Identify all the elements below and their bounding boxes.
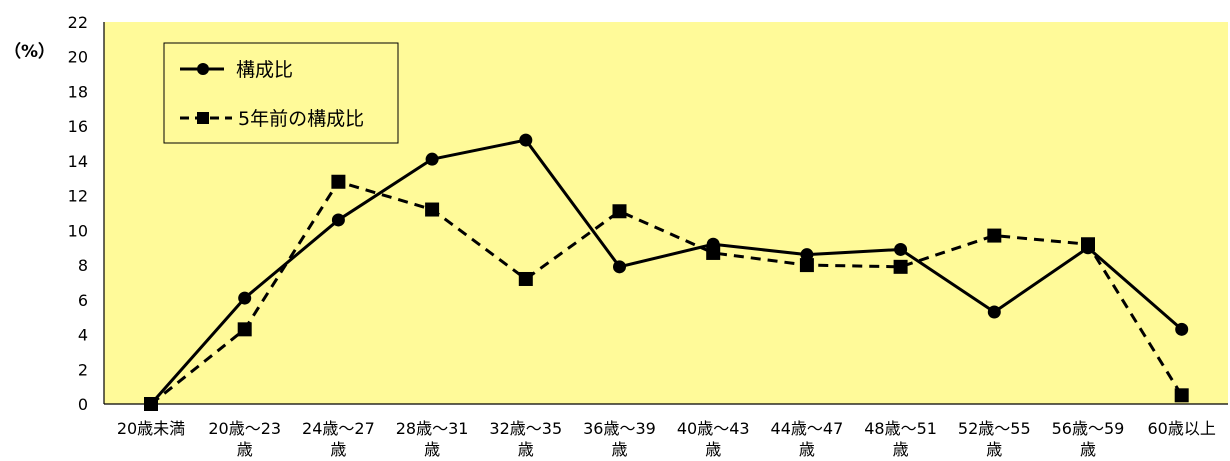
x-tick-label: 歳 — [611, 440, 627, 459]
y-tick-label: 8 — [78, 256, 88, 275]
series-1-point — [799, 258, 814, 273]
y-tick-label: 14 — [68, 152, 88, 171]
x-tick-label: 28歳～31 — [396, 419, 469, 438]
series-1-point — [893, 259, 908, 274]
x-tick-label: 歳 — [330, 440, 346, 459]
series-1-point — [612, 204, 627, 219]
x-tick-label: 歳 — [986, 440, 1002, 459]
x-tick-label: 44歳～47 — [771, 419, 844, 438]
x-tick-label: 歳 — [705, 440, 721, 459]
x-tick-label: 56歳～59 — [1052, 419, 1125, 438]
legend-box — [163, 42, 399, 144]
y-tick-label: 4 — [78, 326, 88, 345]
x-tick-label: 48歳～51 — [864, 419, 937, 438]
legend: 構成比 5年前の構成比 — [163, 42, 399, 144]
series-1-point — [425, 202, 440, 217]
series-1-point — [144, 397, 158, 411]
y-tick-label: 2 — [78, 360, 88, 379]
legend-marker-series-0 — [197, 63, 209, 75]
y-tick-label: 22 — [68, 13, 88, 32]
x-tick-label: 20歳未満 — [117, 419, 185, 438]
series-line-1 — [150, 180, 1183, 406]
y-unit-label: （%） — [4, 41, 55, 62]
legend-marker-series-1 — [197, 112, 209, 124]
x-tick-label: 歳 — [424, 440, 440, 459]
y-tick-label: 0 — [78, 395, 88, 414]
series-line-0 — [149, 138, 1183, 405]
series-1-point — [987, 228, 1002, 243]
series-1-point — [706, 245, 721, 260]
x-tick-label: 32歳～35 — [489, 419, 562, 438]
x-tick-label: 52歳～55 — [958, 419, 1031, 438]
x-tick-label: 歳 — [237, 440, 253, 459]
x-tick-label: 歳 — [518, 440, 534, 459]
series-0-point — [1175, 322, 1189, 336]
series-0-point — [987, 305, 1001, 319]
series-1-point — [237, 322, 252, 337]
series-0-point — [894, 242, 908, 256]
y-tick-label: 18 — [68, 82, 88, 101]
y-tick-label: 6 — [78, 291, 88, 310]
series-0-point — [800, 248, 814, 262]
y-tick-label: 16 — [68, 117, 88, 136]
series-1-point — [518, 271, 533, 286]
series-group — [144, 133, 1189, 411]
x-tick-label: 40歳～43 — [677, 419, 750, 438]
x-tick-label: 24歳～27 — [302, 419, 375, 438]
series-0-point — [331, 213, 345, 227]
series-0-point — [238, 291, 252, 305]
series-0-point — [519, 133, 533, 147]
y-tick-label: 20 — [68, 48, 88, 67]
legend-label-series-1: 5年前の構成比 — [238, 108, 364, 130]
series-0-point — [425, 152, 439, 166]
x-tick-label: 歳 — [799, 440, 815, 459]
series-1-point — [331, 174, 346, 189]
x-tick-labels: 20歳未満 20歳～23 歳 24歳～27 歳 28歳～31 歳 32歳～35 歳 36歳～39 歳… — [117, 419, 1216, 459]
y-tick-label: 10 — [68, 221, 88, 240]
series-1-point — [1174, 388, 1189, 403]
x-tick-label: 60歳以上 — [1148, 419, 1216, 438]
x-tick-label: 20歳～23 — [208, 419, 281, 438]
y-tick-labels: 0 2 4 6 8 10 12 14 16 18 20 22 — [68, 13, 88, 414]
x-tick-label: 歳 — [1080, 440, 1096, 459]
series-1-point — [1081, 237, 1095, 252]
x-tick-label: 歳 — [893, 440, 909, 459]
y-tick-label: 12 — [68, 187, 88, 206]
series-0-point — [613, 260, 626, 274]
x-tick-label: 36歳～39 — [583, 419, 656, 438]
legend-label-series-0: 構成比 — [236, 59, 293, 81]
